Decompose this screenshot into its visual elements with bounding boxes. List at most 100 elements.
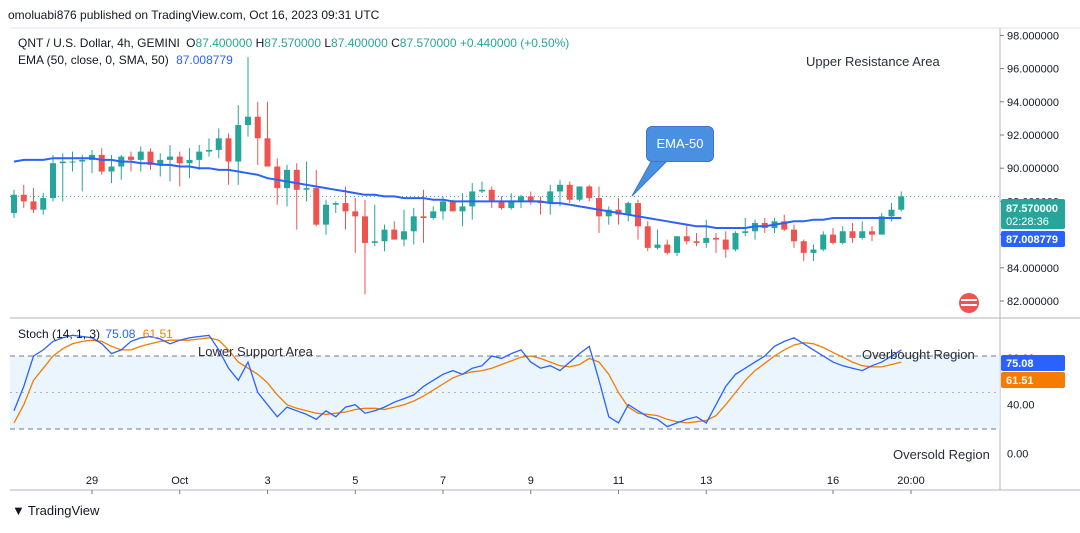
- candle-body: [50, 163, 56, 199]
- time-tick-label: 29: [86, 475, 98, 487]
- price-tick-label: 98.000000: [1007, 30, 1059, 42]
- stoch-k-badge-bg: [1001, 355, 1065, 371]
- time-tick-label: 20:00: [897, 475, 925, 487]
- candle-body: [859, 231, 866, 238]
- candle-body: [410, 216, 417, 232]
- us-flag-stripe: [961, 304, 977, 306]
- candle-body: [254, 116, 261, 139]
- candle-body: [547, 191, 554, 204]
- ema-line: [13, 157, 902, 229]
- legend-h-value: 87.570000: [264, 36, 321, 50]
- stoch-d-badge: 61.51: [1006, 375, 1034, 387]
- ema-legend-label[interactable]: EMA (50, close, 0, SMA, 50): [18, 53, 169, 67]
- legend-l-value: 87.400000: [331, 36, 388, 50]
- tradingview-logo-icon: ▼: [12, 503, 25, 518]
- oversold-label: Oversold Region: [893, 447, 990, 462]
- candle-body: [800, 241, 807, 253]
- last-price-value: 87.570000: [1006, 203, 1058, 215]
- candle-body: [869, 231, 875, 235]
- candle-body: [147, 151, 154, 165]
- legend-change: +0.440000 (+0.50%): [459, 36, 570, 50]
- legend-symbol[interactable]: QNT / U.S. Dollar, 4h, GEMINI: [18, 36, 180, 50]
- price-tick-label: 96.000000: [1007, 64, 1059, 76]
- candle-body: [342, 203, 349, 212]
- legend-o-value: 87.400000: [195, 36, 253, 50]
- time-tick-label: 13: [700, 475, 712, 487]
- price-tick-label: 90.000000: [1007, 163, 1059, 175]
- candle-body: [722, 239, 729, 250]
- ema-callout-text: EMA-50: [656, 136, 704, 151]
- candle-body: [488, 189, 495, 202]
- candle-body: [479, 189, 485, 192]
- time-tick-label: 9: [528, 475, 534, 487]
- price-tick-label: 94.000000: [1007, 97, 1059, 109]
- candle-body: [235, 125, 242, 162]
- candle-body: [781, 221, 788, 230]
- candle-body: [371, 241, 378, 243]
- candle-body: [732, 232, 739, 250]
- candle-body: [625, 203, 632, 215]
- candle-body: [693, 241, 700, 243]
- footer-brand-text: TradingView: [27, 503, 100, 518]
- stoch-label[interactable]: Stoch (14, 1, 3): [18, 327, 101, 341]
- candle-body: [605, 209, 612, 217]
- candle-body: [332, 203, 339, 205]
- candle-body: [430, 211, 437, 218]
- stoch-k-line: [13, 334, 902, 428]
- us-flag-icon[interactable]: [959, 293, 979, 313]
- candle-body: [176, 156, 183, 164]
- stoch-d-badge-bg: [1001, 372, 1065, 388]
- time-tick-label: 7: [440, 475, 446, 487]
- candle-body: [596, 198, 602, 217]
- candle-body: [440, 201, 446, 212]
- candle-body: [264, 138, 271, 167]
- stoch-d-line: [13, 337, 902, 424]
- legend-h-label: H: [255, 36, 265, 50]
- stoch-band-fill: [10, 356, 1000, 429]
- candle-body: [79, 159, 86, 162]
- us-flag-stripe: [961, 299, 977, 301]
- legend-c-value: 87.570000: [399, 36, 457, 50]
- price-tick-label: 82.000000: [1007, 296, 1059, 308]
- ema-legend-line: EMA (50, close, 0, SMA, 50) 87.008779: [18, 53, 233, 67]
- candle-body: [167, 156, 173, 160]
- candle-body: [225, 138, 232, 162]
- candle-body: [654, 244, 661, 248]
- candle-body: [810, 249, 817, 253]
- stoch-d-value: 61.51: [142, 327, 173, 341]
- candle-body: [839, 231, 846, 243]
- stoch-legend: Stoch (14, 1, 3) 75.08 61.51: [18, 327, 173, 341]
- publisher-line: omoluabi876 published on TradingView.com…: [8, 8, 380, 22]
- candle-body: [186, 159, 193, 164]
- candle-body: [888, 209, 895, 217]
- candle-body: [206, 149, 212, 152]
- time-tick-label: 5: [352, 475, 358, 487]
- candle-body: [303, 188, 310, 190]
- candle-body: [576, 186, 583, 200]
- candle-body: [381, 229, 388, 242]
- candle-body: [635, 203, 641, 227]
- candle-body: [274, 166, 281, 189]
- candle-body: [683, 236, 690, 242]
- candle-body: [449, 201, 456, 212]
- last-price-badge-bg: [1001, 199, 1065, 229]
- ema-callout: EMA-50: [646, 126, 714, 162]
- countdown-value: 02:28:36: [1006, 216, 1049, 228]
- candle-body: [527, 196, 534, 202]
- candle-body: [586, 186, 593, 199]
- price-tick-label: 92.000000: [1007, 130, 1059, 142]
- upper-resistance-label: Upper Resistance Area: [806, 54, 940, 69]
- candle-body: [459, 206, 466, 212]
- candle-body: [323, 204, 329, 225]
- ema-price-badge-bg: [1001, 231, 1065, 247]
- candle-body: [196, 151, 203, 160]
- legend-line: QNT / U.S. Dollar, 4h, GEMINI O87.400000…: [18, 36, 569, 50]
- candle-body: [11, 194, 17, 214]
- stoch-k-value: 75.08: [105, 327, 136, 341]
- overbought-label: Overbought Region: [862, 347, 975, 362]
- legend-l-label: L: [324, 36, 332, 50]
- candle-body: [137, 151, 144, 160]
- footer-brand[interactable]: ▼ TradingView: [12, 503, 99, 518]
- price-tick-label: 84.000000: [1007, 263, 1059, 275]
